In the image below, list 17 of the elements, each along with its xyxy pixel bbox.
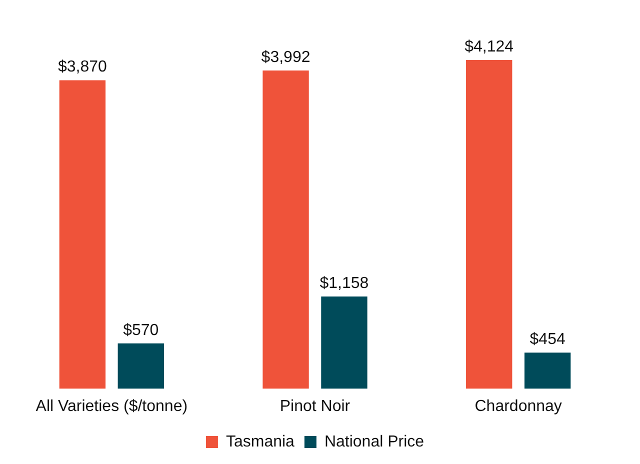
bar — [118, 343, 164, 389]
data-label: $570 — [123, 322, 159, 339]
legend-label: National Price — [324, 433, 424, 450]
data-label: $4,124 — [464, 38, 514, 56]
bar — [59, 80, 106, 389]
bar — [466, 60, 512, 389]
x-tick-label: Pinot Noir — [280, 398, 351, 415]
bar — [321, 296, 368, 389]
x-tick-label: All Varieties ($/tonne) — [36, 398, 188, 415]
x-tick-label: Chardonnay — [474, 398, 562, 415]
data-label: $454 — [530, 331, 566, 348]
data-label: $3,992 — [261, 48, 310, 66]
data-label: $3,870 — [58, 58, 108, 76]
bar — [262, 70, 309, 389]
legend-label: Tasmania — [226, 433, 295, 450]
bar — [524, 352, 571, 389]
data-label: $1,158 — [320, 274, 369, 292]
